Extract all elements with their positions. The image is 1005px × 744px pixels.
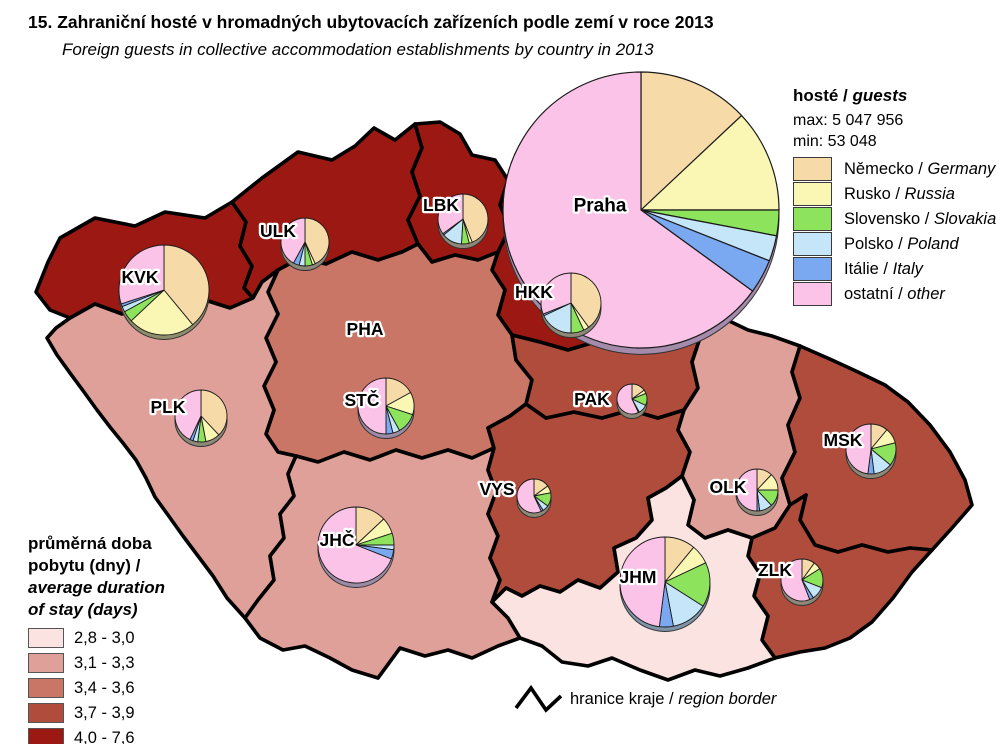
legend-region-border: hranice kraje / region border [512,684,776,714]
region-label-jhm: JHM [620,567,657,587]
region-label-kvk: KVK [122,267,159,287]
region-label-stc: STČ [345,389,380,410]
pie-zlk [780,558,824,606]
legend-stay-label-4: 4,0 - 7,6 [74,728,135,744]
pie-slice-ulk-0 [304,217,330,265]
legend-guests-label-italy: Itálie / Italy [844,259,923,278]
legend-guests: hosté / guests max: 5 047 956 min: 53 04… [793,86,1003,306]
figure-subtitle: Foreign guests in collective accommodati… [62,40,654,59]
region-label-olk: OLK [710,477,747,497]
legend-guests-label-slovakia: Slovensko / Slovakia [844,209,997,228]
pie-slice-pak-5 [616,383,639,415]
pie-slice-kvk-1 [130,289,194,336]
legend-region-border-label: hranice kraje / region border [570,689,777,708]
swatch-stay-class-2 [28,678,64,698]
swatch-stay-class-1 [28,653,64,673]
legend-stay-title-en-1: average duration [28,578,165,597]
legend-stay-class-3: 3,7 - 3,9 [28,703,258,723]
figure-title: 15. Zahraniční hosté v hromadných ubytov… [28,12,714,32]
pie-slice-kvk-0 [163,244,210,326]
pie-kvk [118,244,210,340]
pie-ulk [280,217,330,271]
legend-stay-title-en-2: of stay (days) [28,600,138,619]
legend-guests-label-germany: Německo / Germany [844,159,996,178]
pie-jhm [619,536,711,632]
pie-slice-vys-5 [516,478,542,514]
region-label-plk: PLK [151,397,186,417]
legend-guests-max: max: 5 047 956 [793,112,904,129]
pie-hkk [540,272,602,338]
legend-guests-item-slovakia: Slovensko / Slovakia [793,207,1003,231]
pie-slice-hkk-5 [540,272,572,315]
region-label-pak: PAK [574,389,610,409]
legend-stay: průměrná doba pobytu (dny) / average dur… [28,533,258,744]
swatch-italy [793,257,832,281]
pie-stc [357,377,415,439]
swatch-russia [793,182,832,206]
legend-guests-label-other: ostatní / other [844,284,945,303]
region-label-msk: MSK [824,430,863,450]
swatch-slovakia [793,207,832,231]
pie-slice-plk-0 [200,389,228,436]
pie-slice-msk-5 [845,423,872,475]
region-label-jhc: JHČ [319,529,354,550]
region-label-zlk: ZLK [758,560,792,580]
pie-pak [616,383,648,419]
pie-slice-stc-5 [357,377,387,435]
pie-slice-jhm-2 [664,562,711,607]
legend-guests-item-other: ostatní / other [793,282,1003,306]
legend-stay-label-1: 3,1 - 3,3 [74,653,135,672]
legend-stay-class-1: 3,1 - 3,3 [28,653,258,673]
pie-label-pha: Praha [574,196,627,217]
swatch-stay-class-3 [28,703,64,723]
pie-plk [174,389,228,447]
legend-stay-label-3: 3,7 - 3,9 [74,703,135,722]
legend-guests-label-russia: Rusko / Russia [844,184,955,203]
legend-stay-label-0: 2,8 - 3,0 [74,628,135,647]
legend-stay-title-cz-2: pobytu (dny) / [28,556,141,575]
pie-slice-pha-0 [640,71,743,211]
legend-guests-min: min: 53 048 [793,133,877,150]
region-label-ulk: ULK [260,221,296,241]
region-label-pha: PHA [347,319,384,339]
pie-slice-olk-5 [735,468,758,512]
region-label-hkk: HKK [515,282,553,302]
pie-jhc [317,506,395,588]
region-label-vys: VYS [479,479,514,499]
swatch-stay-class-0 [28,628,64,648]
pie-slice-lbk-0 [462,193,489,243]
pie-slice-hkk-0 [570,272,602,328]
swatch-poland [793,232,832,256]
pie-msk [845,423,897,479]
legend-guests-item-germany: Německo / Germany [793,157,1003,181]
swatch-germany [793,157,832,181]
legend-guests-item-italy: Itálie / Italy [793,257,1003,281]
legend-guests-item-russia: Rusko / Russia [793,182,1003,206]
legend-stay-label-2: 3,4 - 3,6 [74,678,135,697]
pie-slice-pha-1 [640,114,780,211]
pie-slice-ulk-5 [280,217,306,264]
pie-slice-plk-5 [174,389,202,440]
region-border-line-icon [514,684,563,713]
pie-slice-zlk-5 [780,558,811,602]
pie-lbk [437,193,489,249]
swatch-other [793,282,832,306]
legend-stay-class-2: 3,4 - 3,6 [28,678,258,698]
pie-slice-kvk-5 [118,244,165,305]
region-label-lbk: LBK [423,195,459,215]
pie-slice-lbk-5 [437,193,464,235]
legend-stay-class-4: 4,0 - 7,6 [28,728,258,744]
pie-slice-jhm-5 [619,536,666,628]
legend-guests-title: hosté / guests [793,86,908,105]
swatch-stay-class-4 [28,728,64,744]
pie-slice-jhc-5 [317,506,392,584]
legend-stay-class-0: 2,8 - 3,0 [28,628,258,648]
legend-stay-title-cz-1: průměrná doba [28,534,152,553]
legend-guests-label-poland: Polsko / Poland [844,234,959,253]
pie-vys [516,478,552,518]
legend-guests-item-poland: Polsko / Poland [793,232,1003,256]
pie-olk [735,468,779,516]
